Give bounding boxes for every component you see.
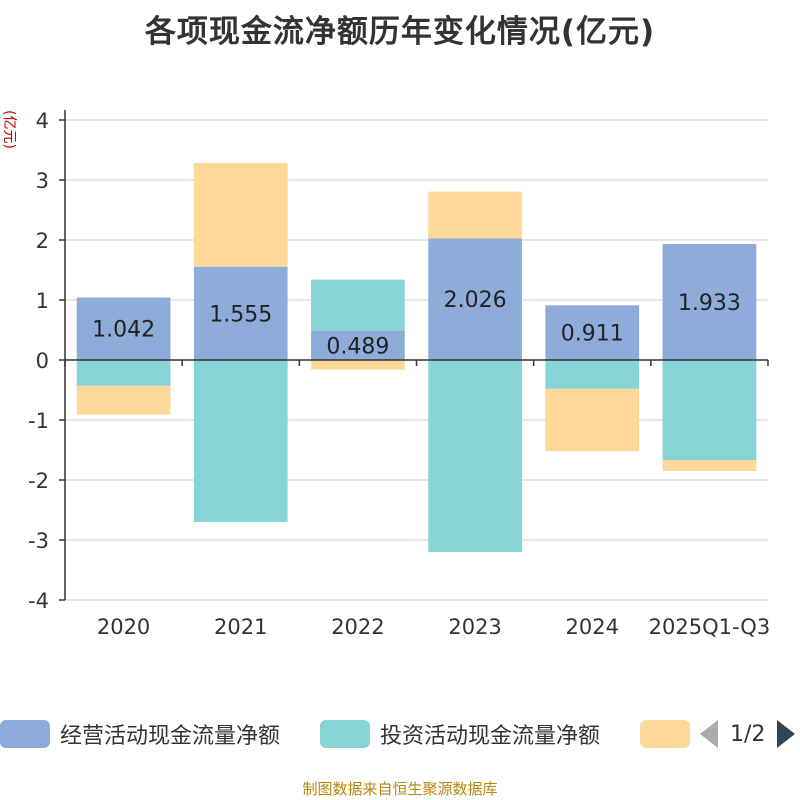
bar-series1-2023[interactable]	[428, 238, 522, 360]
bar-series3-2023[interactable]	[428, 191, 522, 239]
bar-series2-2025Q1-Q3[interactable]	[662, 360, 757, 461]
y-tick-label: 3	[36, 169, 49, 193]
bar-series3-2020[interactable]	[76, 385, 171, 415]
legend: 经营活动现金流量净额 投资活动现金流量净额	[0, 716, 800, 756]
bar-series3-2022[interactable]	[311, 360, 405, 370]
bar-chart: 4 3 2 1 0 -1 -2 -3 -4 2020 2021 2022 2023 2024 2025Q1-…	[28, 109, 770, 639]
y-tick-label: -4	[28, 589, 49, 613]
bar-series3-2021[interactable]	[193, 162, 288, 267]
legend-item-3[interactable]	[640, 716, 700, 752]
legend-swatch	[640, 720, 690, 748]
bar-series2-2021[interactable]	[193, 360, 288, 522]
bar-value-label: 1.933	[678, 291, 741, 316]
x-tick-label: 2021	[214, 615, 267, 639]
bar-series2-2024[interactable]	[545, 360, 640, 389]
y-tick-label: 4	[36, 109, 49, 133]
bar-series3-2024[interactable]	[545, 388, 640, 452]
axes: 4 3 2 1 0 -1 -2 -3 -4 2020 2021 2022 2023 2024 2025Q1-…	[28, 109, 770, 639]
bar-series1-2020[interactable]	[76, 297, 171, 360]
legend-swatch	[320, 720, 370, 748]
x-tick-label: 2024	[566, 615, 619, 639]
bar-series1-2021[interactable]	[193, 266, 288, 360]
legend-swatch	[0, 720, 50, 748]
y-tick-label: -3	[28, 529, 49, 553]
bar-value-label: 2.026	[444, 288, 507, 313]
legend-pager: 1/2	[700, 716, 796, 752]
bar-series3-2025Q1-Q3[interactable]	[662, 460, 757, 471]
y-tick-label: -2	[28, 469, 49, 493]
legend-next-icon[interactable]	[777, 720, 796, 748]
legend-label: 经营活动现金流量净额	[60, 724, 281, 749]
bar-series2-2022[interactable]	[311, 279, 405, 331]
data-labels: 1.042 1.555 0.489 2.026 0.911 1.933	[92, 288, 741, 359]
bars	[76, 162, 757, 552]
y-tick-label: -1	[28, 409, 49, 433]
bar-value-label: 0.489	[326, 334, 389, 359]
legend-prev-icon[interactable]	[700, 720, 718, 748]
y-tick-label: 2	[36, 229, 49, 253]
grid-lines	[65, 119, 768, 601]
bar-value-label: 1.555	[209, 302, 272, 327]
legend-label: 投资活动现金流量净额	[380, 724, 601, 749]
bar-series1-2025Q1-Q3[interactable]	[662, 244, 757, 360]
legend-item-1[interactable]: 经营活动现金流量净额	[0, 716, 280, 752]
data-source-note: 制图数据来自恒生聚源数据库	[302, 780, 498, 798]
y-tick-label: 0	[36, 349, 49, 373]
bar-value-label: 0.911	[561, 322, 624, 347]
bar-series1-2022[interactable]	[311, 330, 405, 360]
bar-value-label: 1.042	[92, 318, 155, 343]
bar-series2-2023[interactable]	[428, 360, 522, 552]
y-tick-label: 1	[36, 289, 49, 313]
chart-title: 各项现金流净额历年变化情况(亿元)	[144, 14, 656, 50]
x-tick-label: 2020	[97, 615, 150, 639]
x-tick-label: 2025Q1-Q3	[649, 615, 771, 639]
legend-page-indicator: 1/2	[730, 721, 766, 747]
legend-item-2[interactable]: 投资活动现金流量净额	[320, 716, 600, 752]
bar-series1-2024[interactable]	[545, 305, 640, 360]
x-tick-label: 2022	[331, 615, 384, 639]
x-tick-label: 2023	[448, 615, 501, 639]
bar-series2-2020[interactable]	[76, 360, 171, 386]
